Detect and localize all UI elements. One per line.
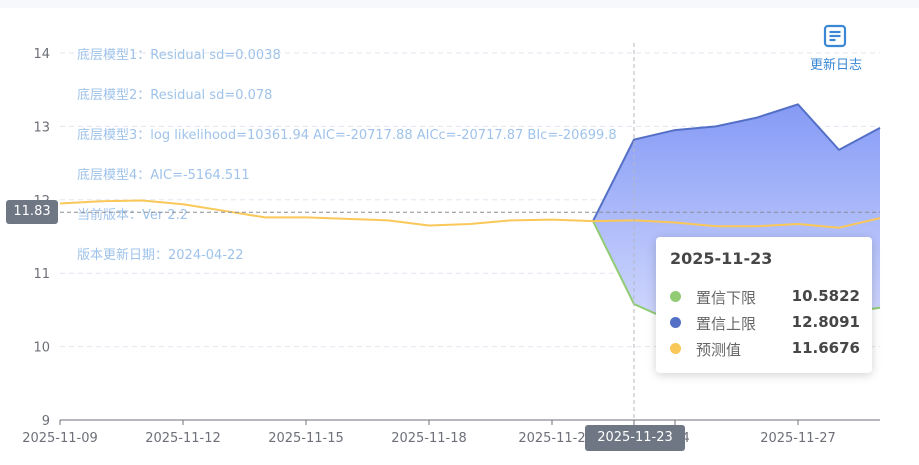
y-tick-label: 10	[33, 341, 50, 356]
model-note: 底层模型1：Residual sd=0.0038	[77, 47, 281, 63]
y-tick-label: 9	[42, 414, 50, 429]
x-tick-label: 2025-11-15	[268, 431, 344, 446]
tooltip-row-lower: 置信下限 10.5822	[670, 285, 860, 309]
x-tick-label: 2025-11-18	[391, 431, 467, 446]
model-note: 底层模型2：Residual sd=0.078	[77, 87, 272, 103]
x-tick-label: 2025-11-12	[145, 431, 221, 446]
tooltip-row-upper: 置信上限 12.8091	[670, 311, 860, 335]
x-tick-label: 2025-11-09	[22, 431, 98, 446]
tooltip-series-name: 预测值	[696, 341, 742, 359]
legend-dot-icon	[670, 291, 681, 302]
model-note: 底层模型4：AIC=-5164.511	[77, 167, 250, 183]
x-axis-pointer-label: 2025-11-23	[585, 425, 685, 451]
tooltip-row-forecast: 预测值 11.6676	[670, 337, 860, 361]
tooltip-title: 2025-11-23	[670, 249, 773, 268]
tooltip-series-value: 10.5822	[791, 287, 860, 305]
model-note: 版本更新日期：2024-04-22	[77, 247, 244, 263]
x-tick-label: 2025-11-2	[518, 431, 585, 446]
document-icon	[823, 24, 847, 48]
tooltip: 2025-11-23 置信下限 10.5822 置信上限 12.8091 预测值…	[656, 237, 872, 373]
legend-dot-icon	[670, 343, 681, 354]
x-tick-label: 2025-11-27	[760, 431, 836, 446]
y-axis-pointer-label: 11.83	[6, 200, 58, 224]
y-tick-label: 13	[33, 120, 50, 135]
forecast-line	[59, 199, 881, 229]
tooltip-series-name: 置信下限	[696, 289, 757, 307]
tooltip-series-value: 11.6676	[791, 339, 860, 357]
upper-bound-line	[592, 103, 881, 222]
legend-dot-icon	[670, 317, 681, 328]
y-tick-label: 14	[33, 47, 50, 62]
tooltip-series-value: 12.8091	[791, 313, 860, 331]
model-note: 当前版本：Ver 2.2	[77, 207, 188, 223]
model-note: 底层模型3：log likelihood=10361.94 AIC=-20717…	[77, 127, 617, 143]
update-log-button[interactable]: 更新日志	[798, 24, 874, 74]
y-tick-label: 11	[33, 267, 50, 282]
tooltip-series-name: 置信上限	[696, 315, 757, 333]
update-log-label: 更新日志	[809, 58, 862, 73]
